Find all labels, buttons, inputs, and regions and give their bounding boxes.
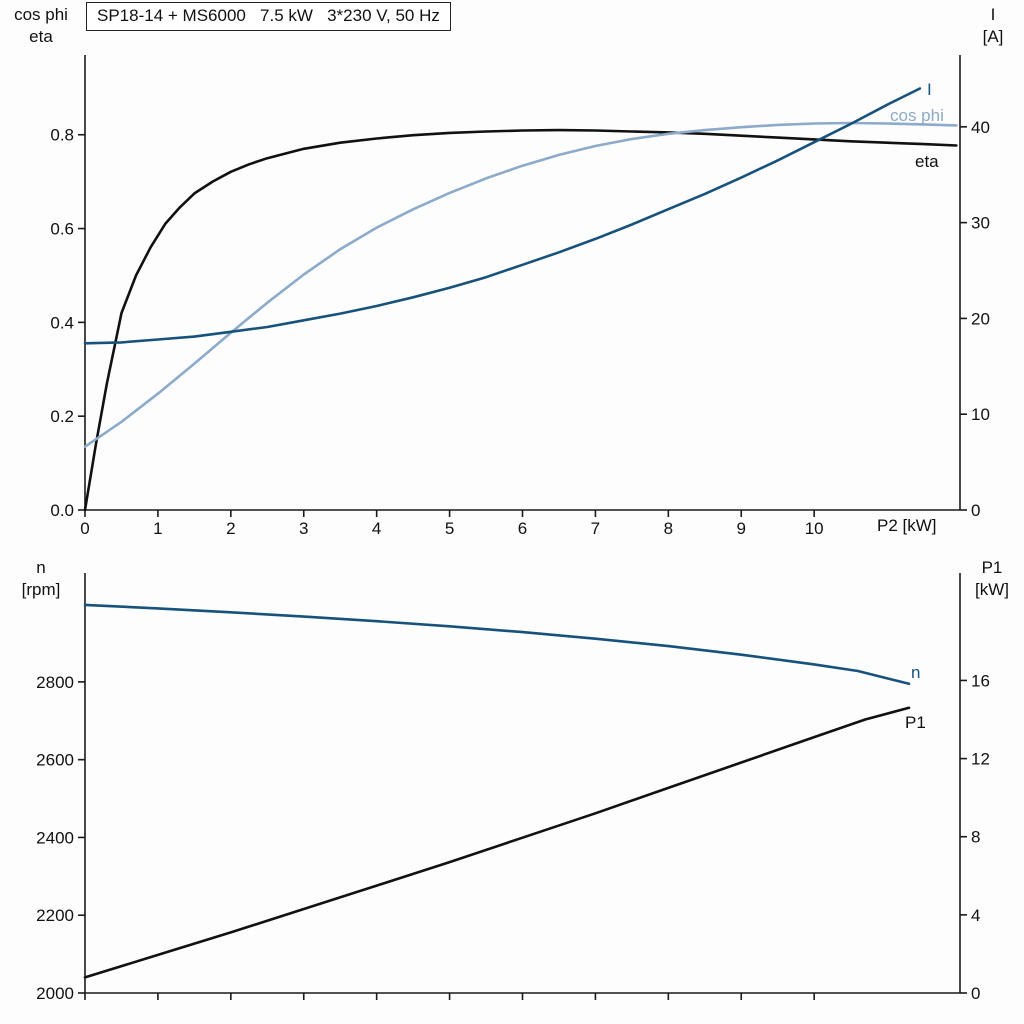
y-left-tick-label: 2400: [36, 828, 74, 847]
y-left-tick-label: 2200: [36, 906, 74, 925]
series-curve-i: [83, 87, 922, 345]
y-right-tick-label: 12: [971, 750, 990, 769]
y-right-tick-label: 16: [971, 671, 990, 690]
series-label-cos-phi: cos phi: [890, 106, 944, 125]
x-tick-label: 3: [299, 519, 308, 538]
series-label-p1: P1: [905, 713, 926, 732]
x-tick-label: 9: [737, 519, 746, 538]
x-tick-label: 8: [664, 519, 673, 538]
y-left-tick-label: 0.0: [50, 501, 74, 520]
x-tick-label: 5: [445, 519, 454, 538]
y-left-tick-label: 0.2: [50, 407, 74, 426]
x-tick-label: 4: [372, 519, 381, 538]
y-right-tick-label: 10: [971, 405, 990, 424]
y-right-tick-label: 0: [971, 501, 980, 520]
y-left-tick-label: 2600: [36, 751, 74, 770]
y-left-tick-label: 0.8: [50, 126, 74, 145]
axis-title-current: I: [990, 5, 996, 24]
x-tick-label: 2: [226, 519, 235, 538]
axis-title-speed: n: [36, 558, 46, 577]
y-right-tick-label: 8: [971, 828, 980, 847]
top-right-axis-title: I [A]: [964, 4, 1022, 48]
y-left-tick-label: 2000: [36, 984, 74, 1003]
axis-title-cos-phi: cos phi: [14, 5, 68, 24]
y-right-tick-label: 20: [971, 309, 990, 328]
top-panel: 0 1 2 3 4 5 6 7 8 9 10 0.0 0.2 0.4 0.6 0.8 0 10 20 30 40 eta c…: [50, 55, 990, 538]
y-right-tick-label: 4: [971, 906, 980, 925]
x-tick-label: 1: [153, 519, 162, 538]
y-left-tick-label: 2800: [36, 673, 74, 692]
y-left-tick-label: 0.4: [50, 313, 74, 332]
bottom-left-axis-title: n [rpm]: [2, 557, 80, 601]
series-curve-cos-phi: [83, 121, 958, 449]
series-label-n: n: [911, 663, 920, 682]
axis-title-speed-unit: [rpm]: [21, 580, 61, 599]
y-right-tick-label: 0: [971, 984, 980, 1003]
axis-title-current-unit: [A]: [982, 27, 1004, 46]
bottom-panel: 2000 2200 2400 2600 2800 0 4 8 12 16 n P1: [36, 573, 990, 1003]
axis-title-p1: P1: [981, 558, 1003, 577]
series-label-eta: eta: [915, 152, 939, 171]
series-curve-p1: [83, 706, 911, 979]
y-left-tick-label: 0.6: [50, 220, 74, 239]
series-label-i: I: [927, 80, 932, 99]
bottom-right-axis-title: P1 [kW]: [962, 557, 1022, 601]
x-tick-label: 7: [591, 519, 600, 538]
y-right-tick-label: 30: [971, 214, 990, 233]
chart-title-box: SP18-14 + MS6000 7.5 kW 3*230 V, 50 Hz: [86, 2, 451, 31]
axis-title-p1-unit: [kW]: [975, 580, 1009, 599]
x-axis-title: P2 [kW]: [877, 516, 937, 535]
x-tick-label: 6: [518, 519, 527, 538]
y-right-tick-label: 40: [971, 118, 990, 137]
series-curve-n: [83, 603, 911, 686]
chart-title: SP18-14 + MS6000 7.5 kW 3*230 V, 50 Hz: [97, 6, 440, 25]
x-tick-label: 10: [805, 519, 824, 538]
axis-title-eta: eta: [29, 27, 53, 46]
top-left-axis-title: cos phi eta: [2, 4, 80, 48]
x-tick-label: 0: [80, 519, 89, 538]
series-curve-eta: [83, 128, 958, 512]
